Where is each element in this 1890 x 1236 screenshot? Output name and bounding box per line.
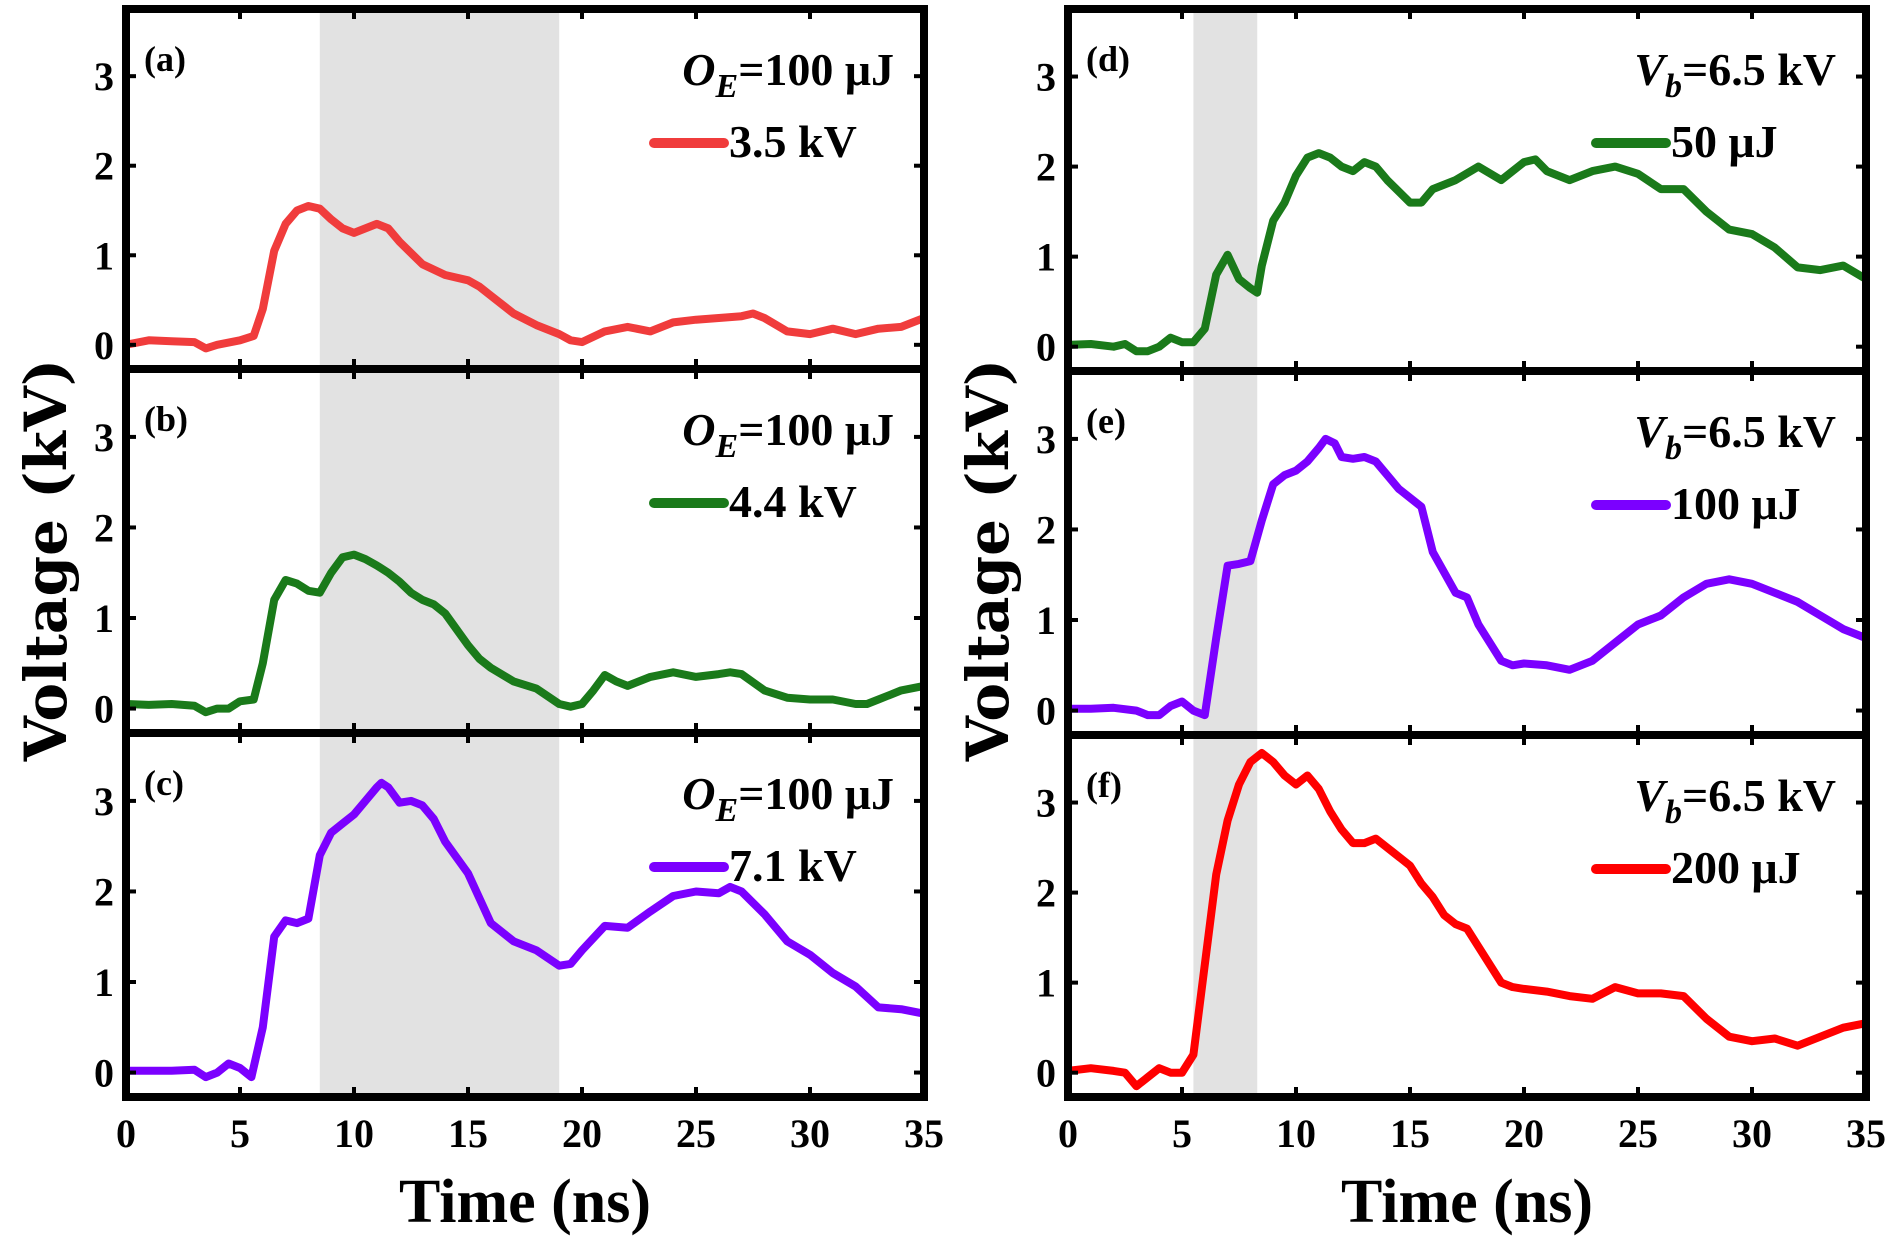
y-tick-label: 1 (1036, 598, 1056, 643)
shaded-region (319, 733, 560, 1097)
x-tick-label: 15 (1390, 1111, 1430, 1156)
x-tick-label: 0 (116, 1111, 136, 1156)
legend-label: 100 μJ (1671, 478, 1801, 529)
y-tick-label: 2 (1036, 145, 1056, 190)
legend-label: 50 μJ (1671, 116, 1778, 167)
y-tick-label: 2 (94, 144, 114, 189)
x-tick-label: 0 (1058, 1111, 1078, 1156)
y-tick-label: 3 (1036, 781, 1056, 826)
shaded-region (319, 369, 560, 733)
series-line (122, 778, 928, 1082)
x-tick-label: 20 (1504, 1111, 1544, 1156)
panel-letter: (a) (144, 39, 186, 79)
annotation-label: OE=100 μJ (682, 768, 894, 829)
shaded-region (319, 9, 560, 369)
y-tick-label: 0 (1036, 1051, 1056, 1096)
panel-frame (122, 729, 928, 1101)
panel-letter: (d) (1086, 39, 1130, 79)
y-tick-label: 2 (1036, 871, 1056, 916)
annotation-label: Vb=6.5 kV (1634, 770, 1836, 831)
panel-d: 50 μJ Vb=6.5 kV (d) 0 1 2 3 (1036, 5, 1870, 375)
series-line (1064, 149, 1870, 356)
y-tick-label: 1 (94, 596, 114, 641)
annotation-label: OE=100 μJ (682, 404, 894, 465)
shaded-region (1193, 9, 1258, 371)
x-tick-label: 5 (1172, 1111, 1192, 1156)
y-tick-label: 1 (94, 233, 114, 278)
y-tick-label: 3 (94, 415, 114, 460)
x-tick-label: 30 (790, 1111, 830, 1156)
x-tick-label: 35 (1846, 1111, 1886, 1156)
y-tick-label: 2 (1036, 507, 1056, 552)
panel-letter: (e) (1086, 401, 1126, 441)
y-tick-label: 3 (94, 54, 114, 99)
y-axis-title-left: Voltage (kV) (12, 359, 80, 763)
legend-label: 200 μJ (1671, 842, 1801, 893)
legend-label: 3.5 kV (729, 116, 857, 167)
x-tick-label: 10 (1276, 1111, 1316, 1156)
panel-a: 3.5 kV OE=100 μJ (a) 0 1 2 3 (94, 5, 928, 373)
y-tick-label: 1 (94, 960, 114, 1005)
annotation-label: OE=100 μJ (682, 44, 894, 105)
panel-b: 4.4 kV OE=100 μJ (b) 0 1 2 3 (94, 365, 928, 737)
shaded-region (1193, 371, 1258, 735)
x-tick-label: 35 (904, 1111, 944, 1156)
x-tick-label: 15 (448, 1111, 488, 1156)
series-line (122, 202, 928, 353)
x-axis-title-left: Time (ns) (399, 1168, 651, 1236)
legend-label: 4.4 kV (729, 476, 857, 527)
y-tick-label: 1 (1036, 235, 1056, 280)
y-tick-label: 3 (94, 779, 114, 824)
y-tick-label: 0 (1036, 689, 1056, 734)
series-line (1064, 749, 1870, 1091)
annotation-label: Vb=6.5 kV (1634, 406, 1836, 467)
x-tick-label: 20 (562, 1111, 602, 1156)
panel-letter: (c) (144, 763, 184, 803)
series-line (122, 550, 928, 717)
y-tick-label: 0 (94, 323, 114, 368)
panel-e: 100 μJ Vb=6.5 kV (e) 0 1 2 3 (1036, 367, 1870, 739)
shaded-region (1193, 735, 1258, 1097)
y-tick-label: 0 (94, 687, 114, 732)
series-line (1064, 434, 1870, 720)
y-tick-label: 0 (1036, 325, 1056, 370)
x-axis-title-right: Time (ns) (1341, 1168, 1593, 1236)
x-tick-label: 30 (1732, 1111, 1772, 1156)
x-tick-label: 5 (230, 1111, 250, 1156)
x-tick-label: 10 (334, 1111, 374, 1156)
y-axis-title-right: Voltage (kV) (954, 359, 1022, 763)
legend-label: 7.1 kV (729, 840, 857, 891)
annotation-label: Vb=6.5 kV (1634, 44, 1836, 105)
y-tick-label: 3 (1036, 55, 1056, 100)
panel-letter: (b) (144, 399, 188, 439)
y-tick-label: 1 (1036, 961, 1056, 1006)
y-tick-label: 0 (94, 1051, 114, 1096)
y-tick-label: 2 (94, 869, 114, 914)
x-tick-label: 25 (676, 1111, 716, 1156)
y-tick-label: 2 (94, 505, 114, 550)
y-tick-label: 3 (1036, 417, 1056, 462)
panel-letter: (f) (1086, 765, 1122, 805)
panel-frame (1064, 731, 1870, 1101)
x-tick-label: 25 (1618, 1111, 1658, 1156)
